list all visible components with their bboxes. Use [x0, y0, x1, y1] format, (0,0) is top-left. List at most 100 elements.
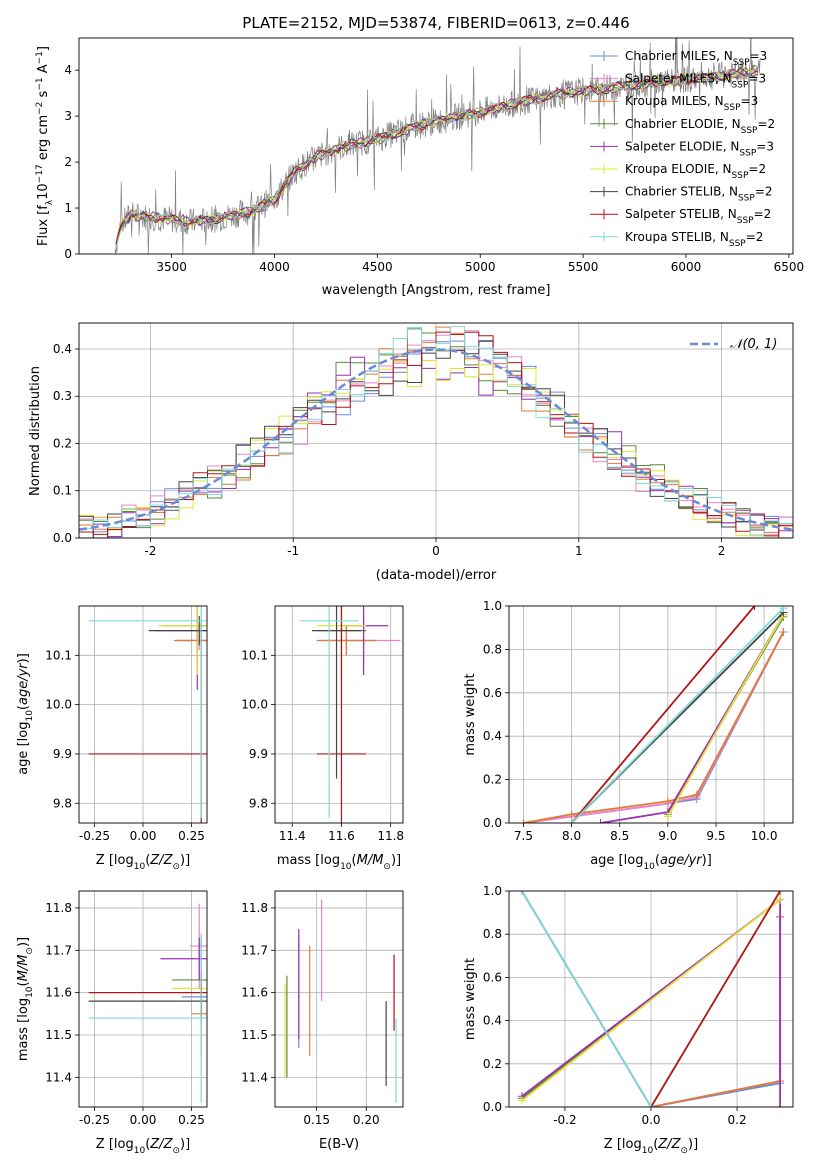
- plot-area-spectrum: [114, 38, 761, 254]
- y-tick-label: 0.0: [483, 1100, 502, 1114]
- y-tick-label: 0.4: [53, 342, 72, 356]
- y-tick-label: 0: [64, 247, 72, 261]
- y-tick-label: 11.4: [45, 1070, 72, 1084]
- y-axis-label: mass [log10(M/M⊙)]: [16, 937, 35, 1061]
- x-axis-label: age [log10(age/yr)]: [590, 853, 712, 872]
- y-tick-label: 0.8: [483, 642, 502, 656]
- y-tick-label: 0.3: [53, 389, 72, 403]
- y-tick-label: 11.8: [241, 901, 268, 915]
- x-tick-label: 6500: [774, 260, 805, 274]
- cumulative-marker: [596, 819, 605, 823]
- y-tick-label: 0.0: [483, 816, 502, 830]
- cumulative-marker: [779, 606, 788, 613]
- y-tick-label: 0.6: [483, 970, 502, 984]
- y-axis-label: age [log10(age/yr)]: [16, 653, 35, 775]
- x-tick-label: 3500: [156, 260, 187, 274]
- y-tick-label: 9.9: [249, 747, 268, 761]
- y-tick-label: 11.4: [241, 1070, 268, 1084]
- y-tick-label: 11.6: [45, 986, 72, 1000]
- y-tick-label: 0.2: [53, 436, 72, 450]
- y-tick-label: 0.4: [483, 729, 502, 743]
- y-tick-label: 1: [64, 201, 72, 215]
- x-axis-label: wavelength [Angstrom, rest frame]: [322, 283, 551, 298]
- plot-area-mass_vs_ebv: [284, 899, 397, 1103]
- y-tick-label: 1.0: [483, 599, 502, 613]
- cumulative-line-1: [650, 916, 781, 1107]
- axes-age_vs_Z: -0.25 0.00 0.25 9.8 9.9 10.0 10.1 Z [log10(Z/Z⊙…: [16, 605, 208, 872]
- y-tick-label: 1.0: [483, 884, 502, 898]
- x-tick-label: 5000: [465, 260, 496, 274]
- plot-area-cumulative_Z: [517, 891, 785, 1107]
- x-tick-label: 8.0: [562, 829, 581, 843]
- y-tick-label: 9.8: [53, 796, 72, 810]
- point-8: [88, 606, 207, 819]
- cumulative-line-4: [600, 614, 785, 823]
- plot-area-age_vs_mass: [299, 606, 401, 823]
- plot-area-age_vs_Z: [88, 606, 207, 823]
- plot-area-mass_vs_Z: [88, 903, 207, 1103]
- x-tick-label: 0.00: [130, 1113, 157, 1127]
- cumulative-line-0: [523, 631, 785, 823]
- x-tick-label: -0.2: [553, 1113, 576, 1127]
- axes-frame: [508, 605, 794, 824]
- y-axis-label: mass weight: [463, 958, 478, 1040]
- cumulative-line-5: [521, 898, 781, 1102]
- legend-entry: Chabrier ELODIE, NSSP=2: [625, 117, 775, 136]
- point-8: [299, 606, 359, 819]
- histogram-8: [79, 326, 793, 536]
- y-tick-label: 10.1: [45, 648, 72, 662]
- cumulative-line-0: [650, 916, 781, 1107]
- x-tick-label: 11.8: [377, 829, 404, 843]
- y-tick-label: 10.1: [241, 648, 268, 662]
- point-5: [158, 606, 207, 676]
- axes-spectrum: 3500 4000 4500 5000 5500 6000 6500 0 1 2 3 4 wavelen…: [35, 37, 805, 298]
- x-axis-label: Z [log10(Z/Z⊙)]: [96, 1137, 190, 1156]
- cumulative-line-1: [523, 631, 785, 823]
- axes-age_vs_mass: 11.4 11.6 11.8 9.8 9.9 10.0 10.1 mass [log10(M/…: [241, 605, 404, 872]
- cumulative-line-7: [650, 891, 781, 1107]
- legend-entry: Kroupa MILES, NSSP=3: [625, 94, 758, 113]
- cumulative-marker: [519, 819, 528, 823]
- legend-entry: Salpeter MILES, NSSP=3: [625, 72, 766, 91]
- cumulative-marker: [779, 628, 788, 637]
- cumulative-marker: [692, 790, 701, 799]
- x-tick-label: 10.0: [751, 829, 778, 843]
- y-tick-label: 0.2: [483, 1057, 502, 1071]
- cumulative-marker: [517, 1096, 526, 1105]
- y-axis-label: mass weight: [463, 673, 478, 755]
- axes-frame: [274, 605, 404, 824]
- y-tick-label: 3: [64, 109, 72, 123]
- y-tick-label: 11.5: [45, 1028, 72, 1042]
- histogram-6: [79, 340, 793, 538]
- cumulative-marker: [663, 797, 672, 806]
- point-4: [160, 937, 207, 980]
- cumulative-marker: [663, 812, 672, 821]
- y-tick-label: 10.0: [45, 698, 72, 712]
- x-tick-label: -2: [144, 544, 156, 558]
- axes-frame: [78, 322, 794, 539]
- x-tick-label: 0.15: [303, 1113, 330, 1127]
- x-tick-label: 0.00: [130, 829, 157, 843]
- y-tick-label: 0.1: [53, 484, 72, 498]
- axes-frame: [78, 890, 208, 1108]
- axes-frame: [78, 605, 208, 824]
- x-tick-label: 1: [575, 544, 583, 558]
- cumulative-marker: [567, 810, 576, 819]
- x-tick-label: 11.6: [328, 829, 355, 843]
- legend-entry: 𝒩(0, 1): [730, 337, 777, 352]
- legend-entry: Salpeter STELIB, NSSP=2: [625, 207, 771, 226]
- y-axis-label: Flux [fλ10−17 erg cm−2 s−1 A−1]: [35, 46, 55, 246]
- y-tick-label: 0.0: [53, 531, 72, 545]
- cumulative-line-7: [570, 606, 756, 823]
- y-tick-label: 0.4: [483, 1014, 502, 1028]
- x-tick-label: -1: [287, 544, 299, 558]
- model-spectrum-8: [115, 65, 759, 249]
- axes-mass_vs_ebv: 0.15 0.20 11.4 11.5 11.6 11.7 11.8 E(B-V): [241, 890, 404, 1152]
- x-tick-label: 11.4: [279, 829, 306, 843]
- axes-cumulative_age: 7.5 8.0 8.5 9.0 9.5 10.0 0.0 0.2 0.4 0.6 0.8 1.0 mas…: [463, 599, 794, 872]
- x-tick-label: 0.0: [641, 1113, 660, 1127]
- y-tick-label: 0.6: [483, 686, 502, 700]
- x-tick-label: 8.5: [610, 829, 629, 843]
- x-tick-label: 4000: [259, 260, 290, 274]
